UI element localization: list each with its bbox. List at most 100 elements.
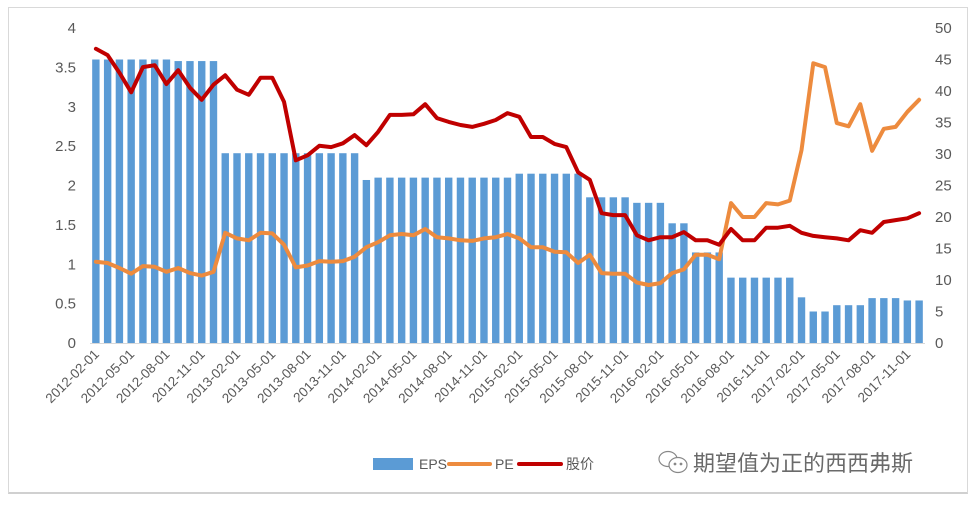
- eps-bar: [903, 300, 912, 343]
- y-left-tick-label: 2.5: [55, 138, 76, 155]
- eps-bar: [609, 197, 618, 343]
- eps-bar: [880, 298, 888, 343]
- y-right-tick-label: 35: [935, 115, 952, 132]
- eps-bar: [515, 173, 523, 343]
- eps-bar: [833, 305, 841, 343]
- eps-bar: [103, 59, 112, 343]
- eps-bar: [174, 61, 182, 343]
- eps-bar: [715, 252, 723, 343]
- legend-swatch-eps: [373, 458, 413, 470]
- eps-bar: [186, 61, 194, 343]
- eps-bar: [421, 177, 429, 343]
- eps-bar: [198, 61, 206, 343]
- y-left-tick-label: 4: [68, 20, 76, 37]
- y-right-tick-label: 20: [935, 209, 952, 226]
- eps-bar: [703, 252, 712, 343]
- eps-bar: [150, 59, 159, 343]
- eps-bar: [774, 277, 782, 343]
- eps-bar: [339, 153, 347, 343]
- y-right-tick-label: 50: [935, 20, 952, 37]
- y-left-tick-label: 0: [68, 335, 76, 352]
- eps-bar: [433, 177, 441, 343]
- eps-bar: [527, 173, 535, 343]
- eps-bar: [809, 311, 817, 343]
- y-left-tick-label: 0.5: [55, 296, 76, 313]
- y-right-tick-label: 30: [935, 146, 952, 163]
- y-left-tick-label: 3.5: [55, 59, 76, 76]
- eps-bar: [668, 223, 676, 343]
- y-right-tick-label: 40: [935, 83, 952, 100]
- eps-bar: [844, 305, 853, 343]
- eps-bar: [503, 177, 512, 343]
- wechat-icon: [658, 450, 688, 474]
- eps-bar: [397, 177, 406, 343]
- eps-bar: [409, 177, 418, 343]
- eps-bar: [762, 277, 770, 343]
- y-right-tick-label: 0: [935, 335, 943, 352]
- eps-bar: [386, 177, 394, 343]
- eps-bar: [468, 177, 476, 343]
- eps-bar: [92, 59, 100, 343]
- eps-bar: [139, 59, 147, 343]
- eps-bar: [374, 177, 382, 343]
- y-left-tick-label: 2: [68, 178, 76, 195]
- y-left-tick-label: 1.5: [55, 217, 76, 234]
- eps-bar: [644, 202, 653, 343]
- eps-bar: [797, 297, 806, 343]
- legend: EPS PE 股价: [373, 456, 594, 472]
- legend-label-price: 股价: [566, 456, 594, 472]
- eps-bar: [127, 59, 135, 343]
- eps-bar: [856, 305, 865, 343]
- eps-bar: [786, 277, 794, 343]
- eps-bar: [444, 177, 453, 343]
- eps-bar: [891, 298, 900, 343]
- eps-bar: [633, 202, 641, 343]
- y-left-tick-label: 3: [68, 99, 76, 116]
- eps-bar: [656, 202, 665, 343]
- y-axis-left: 0 0.5 1 1.5 2 2.5 3 3.5 4: [55, 20, 76, 352]
- eps-bar: [492, 177, 500, 343]
- y-axis-right: 0 5 10 15 20 25 30 35 40 45 50: [935, 20, 952, 352]
- y-right-tick-label: 25: [935, 178, 952, 195]
- eps-bar: [539, 173, 547, 343]
- pe-line: [93, 61, 922, 287]
- eps-bar: [750, 277, 759, 343]
- y-right-tick-label: 15: [935, 241, 952, 258]
- eps-bar: [727, 277, 735, 343]
- eps-bar: [115, 59, 124, 343]
- eps-bar: [303, 153, 312, 343]
- eps-bar: [574, 173, 582, 343]
- eps-bar: [915, 300, 923, 343]
- eps-bar: [292, 153, 300, 343]
- eps-bar: [550, 173, 559, 343]
- eps-bar: [621, 197, 629, 343]
- eps-bars: [92, 59, 923, 343]
- eps-bar: [162, 59, 171, 343]
- eps-bar: [315, 153, 324, 343]
- eps-bar: [480, 177, 488, 343]
- y-right-tick-label: 10: [935, 272, 952, 289]
- eps-bar: [739, 277, 747, 343]
- lines: [93, 46, 922, 287]
- x-axis-ticks: 2012-02-012012-05-012012-08-012012-11-01…: [43, 347, 914, 406]
- legend-label-eps: EPS: [419, 456, 447, 472]
- eps-bar: [350, 153, 359, 343]
- price-line: [93, 46, 922, 247]
- eps-bar: [209, 61, 218, 343]
- eps-bar: [680, 223, 688, 343]
- eps-bar: [868, 298, 876, 343]
- eps-bar: [586, 197, 594, 343]
- eps-bar: [562, 173, 571, 343]
- eps-bar: [327, 153, 335, 343]
- eps-bar: [245, 153, 253, 343]
- watermark-text: 期望值为正的西西弗斯: [693, 452, 913, 477]
- eps-bar: [362, 179, 371, 343]
- y-right-tick-label: 45: [935, 52, 952, 69]
- eps-bar: [691, 252, 700, 343]
- eps-bar: [256, 153, 265, 343]
- watermark: 期望值为正的西西弗斯: [658, 450, 913, 477]
- chart-frame: [8, 7, 968, 494]
- eps-bar: [456, 177, 465, 343]
- y-left-tick-label: 1: [68, 256, 76, 273]
